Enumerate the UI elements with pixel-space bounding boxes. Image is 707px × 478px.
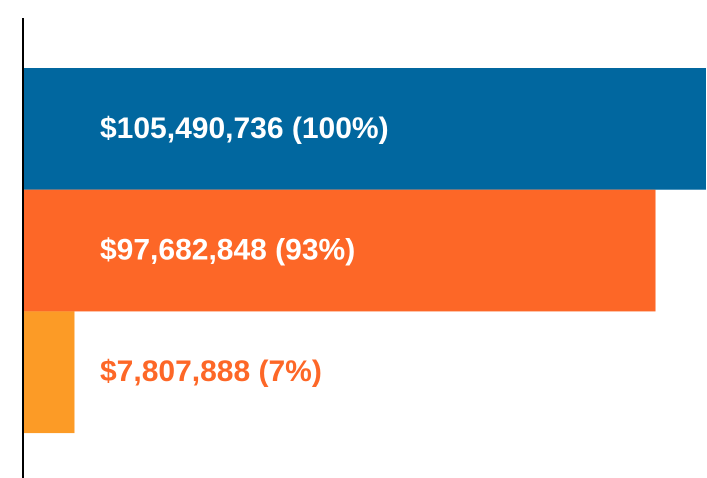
- bar: [24, 311, 75, 434]
- value-label: $105,490,736 (100%): [100, 112, 389, 145]
- value-label: $7,807,888 (7%): [100, 355, 322, 388]
- bar: [24, 68, 706, 190]
- bar: [24, 189, 656, 312]
- value-label: $97,682,848 (93%): [100, 233, 355, 266]
